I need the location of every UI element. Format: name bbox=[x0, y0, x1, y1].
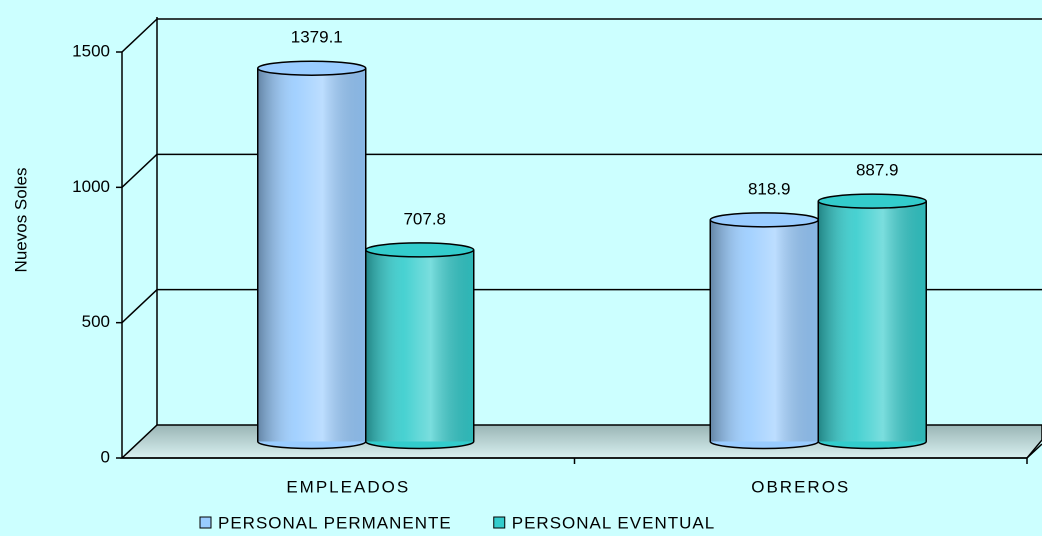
bar-shade bbox=[257, 68, 366, 442]
data-label: 707.8 bbox=[403, 209, 446, 228]
x-tick-label: OBREROS bbox=[751, 477, 850, 496]
x-axis-end bbox=[1026, 443, 1042, 459]
bar-top bbox=[257, 60, 367, 76]
grid-line bbox=[121, 289, 158, 324]
legend-swatch bbox=[199, 516, 212, 529]
y-tick-label: 0 bbox=[101, 447, 110, 466]
grid-line bbox=[121, 153, 158, 188]
x-tick-label: EMPLEADOS bbox=[286, 477, 410, 496]
bar-top bbox=[365, 242, 475, 258]
bar-top bbox=[709, 212, 819, 228]
y-tick-label: 500 bbox=[82, 312, 110, 331]
data-label: 818.9 bbox=[748, 179, 791, 198]
grid-line bbox=[121, 18, 158, 53]
bar-top bbox=[817, 193, 927, 209]
bar-shade bbox=[710, 219, 819, 442]
legend-label: PERSONAL PERMANENTE bbox=[218, 513, 452, 532]
bar-shade bbox=[818, 201, 927, 442]
y-tick-label: 1500 bbox=[72, 41, 110, 60]
bar-shade bbox=[365, 249, 474, 442]
y-axis-label: Nuevos Soles bbox=[11, 168, 30, 273]
data-label: 887.9 bbox=[856, 161, 899, 180]
y-tick-label: 1000 bbox=[72, 177, 110, 196]
legend-swatch bbox=[493, 516, 506, 529]
data-label: 1379.1 bbox=[291, 28, 343, 47]
legend-label: PERSONAL EVENTUAL bbox=[512, 513, 715, 532]
